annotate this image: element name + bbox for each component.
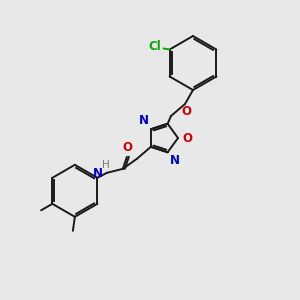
Text: O: O — [123, 141, 133, 154]
Text: O: O — [181, 105, 191, 118]
Text: O: O — [182, 131, 192, 145]
Text: H: H — [102, 160, 110, 170]
Text: N: N — [93, 167, 103, 180]
Text: N: N — [169, 154, 180, 167]
Text: Cl: Cl — [149, 40, 162, 53]
Text: N: N — [139, 114, 149, 127]
